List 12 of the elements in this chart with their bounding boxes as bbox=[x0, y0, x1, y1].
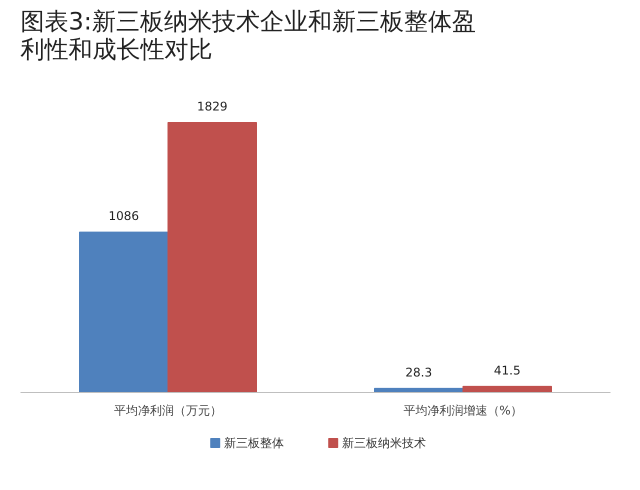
bar bbox=[168, 122, 257, 392]
legend-label: 新三板整体 bbox=[224, 436, 284, 450]
x-tick-label: 平均净利润（万元） bbox=[114, 404, 222, 418]
data-label: 28.3 bbox=[405, 365, 432, 380]
bar bbox=[79, 232, 168, 392]
x-tick-label: 平均净利润增速（%） bbox=[403, 404, 523, 418]
data-label: 41.5 bbox=[494, 363, 521, 378]
data-label: 1086 bbox=[108, 209, 140, 224]
bar bbox=[462, 386, 552, 392]
data-label: 1829 bbox=[196, 100, 228, 114]
chart-title: 图表3:新三板纳米技术企业和新三板整体盈利性和成长性对比 bbox=[20, 8, 476, 64]
legend-label: 新三板纳米技术 bbox=[342, 436, 426, 450]
